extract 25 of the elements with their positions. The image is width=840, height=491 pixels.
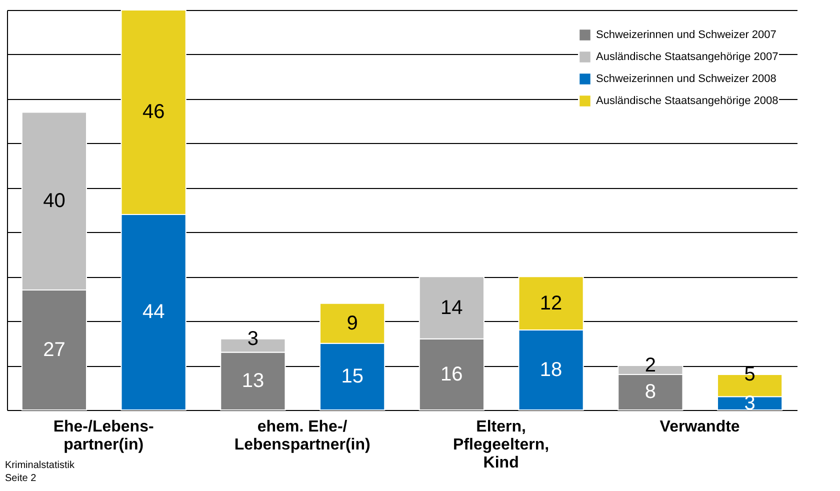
data-label: 16 — [440, 363, 463, 386]
data-label: 18 — [540, 359, 562, 381]
x-tick-label: Eltern, Pflegeeltern, Kind — [453, 418, 550, 472]
legend-label: Schweizerinnen und Schweizer 2007 — [596, 29, 776, 41]
data-label: 27 — [43, 339, 66, 361]
legend-label: Schweizerinnen und Schweizer 2008 — [596, 73, 776, 85]
legend-label: Ausländische Staatsangehörige 2008 — [596, 95, 778, 107]
data-label: 8 — [644, 381, 656, 404]
data-label: 12 — [540, 292, 562, 314]
data-label: 46 — [142, 101, 165, 124]
text: Kriminalstatistik — [5, 460, 76, 471]
data-label: 13 — [242, 370, 264, 392]
x-tick-label: ehem. Ehe-/ Lebenspartner(in) — [234, 418, 370, 454]
data-label: 9 — [346, 312, 358, 334]
x-tick-label: Ehe-/Lebens- partner(in) — [53, 418, 154, 454]
data-label: 3 — [247, 328, 259, 350]
text: Seite 2 — [5, 473, 37, 484]
data-label: 15 — [341, 366, 364, 388]
data-label: 14 — [440, 296, 463, 319]
data-label: 5 — [744, 363, 756, 386]
x-tick-label: Verwandte — [660, 418, 740, 436]
data-label: 44 — [142, 301, 165, 324]
data-label: 40 — [43, 190, 66, 212]
data-label: 2 — [644, 354, 656, 377]
legend-label: Ausländische Staatsangehörige 2007 — [596, 51, 778, 63]
